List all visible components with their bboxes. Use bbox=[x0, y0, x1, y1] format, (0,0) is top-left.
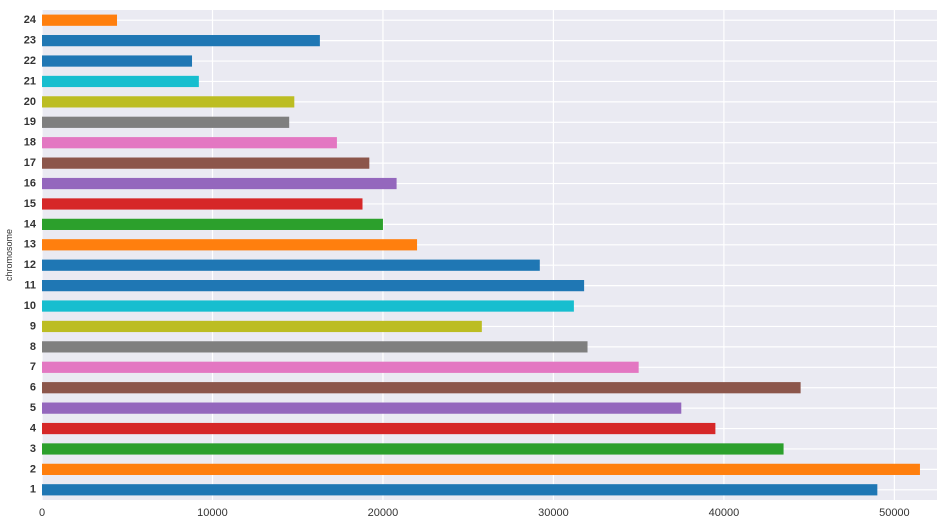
xtick-label: 0 bbox=[39, 507, 45, 519]
bar-chromosome-3 bbox=[42, 443, 784, 454]
ytick-label: 16 bbox=[24, 177, 36, 189]
bar-chromosome-14 bbox=[42, 219, 383, 230]
bar-chromosome-20 bbox=[42, 96, 294, 107]
ytick-label: 13 bbox=[24, 239, 36, 251]
ytick-label: 12 bbox=[24, 259, 36, 271]
bar-chromosome-22 bbox=[42, 55, 192, 66]
ytick-label: 5 bbox=[30, 402, 36, 414]
bar-chromosome-24 bbox=[42, 15, 117, 26]
bar-chromosome-9 bbox=[42, 321, 482, 332]
bar-chromosome-19 bbox=[42, 117, 289, 128]
bar-chromosome-7 bbox=[42, 362, 639, 373]
bar-chromosome-18 bbox=[42, 137, 337, 148]
xtick-label: 40000 bbox=[709, 507, 740, 519]
chromosome-bar-chart: 1234567891011121314151617181920212223240… bbox=[0, 0, 947, 528]
ytick-label: 10 bbox=[24, 300, 36, 312]
bar-chromosome-4 bbox=[42, 423, 715, 434]
ytick-label: 1 bbox=[30, 484, 36, 496]
bar-chromosome-16 bbox=[42, 178, 397, 189]
ytick-label: 22 bbox=[24, 55, 36, 67]
bar-chromosome-17 bbox=[42, 158, 369, 169]
ytick-label: 4 bbox=[30, 422, 37, 434]
ytick-label: 23 bbox=[24, 35, 36, 47]
ytick-label: 15 bbox=[24, 198, 36, 210]
ytick-label: 24 bbox=[24, 14, 37, 26]
bar-chromosome-11 bbox=[42, 280, 584, 291]
ytick-label: 11 bbox=[24, 280, 36, 292]
xtick-label: 10000 bbox=[197, 507, 228, 519]
ytick-label: 14 bbox=[24, 218, 37, 230]
bar-chromosome-8 bbox=[42, 341, 588, 352]
xtick-label: 20000 bbox=[368, 507, 399, 519]
ytick-label: 18 bbox=[24, 137, 36, 149]
bar-chromosome-12 bbox=[42, 260, 540, 271]
xtick-label: 30000 bbox=[538, 507, 569, 519]
bar-chromosome-23 bbox=[42, 35, 320, 46]
ytick-label: 8 bbox=[30, 341, 36, 353]
bar-chromosome-1 bbox=[42, 484, 877, 495]
ytick-label: 6 bbox=[30, 382, 36, 394]
bar-chromosome-10 bbox=[42, 300, 574, 311]
ytick-label: 7 bbox=[30, 361, 36, 373]
xtick-label: 50000 bbox=[879, 507, 910, 519]
bar-chromosome-6 bbox=[42, 382, 801, 393]
bar-chromosome-5 bbox=[42, 403, 681, 414]
ytick-label: 19 bbox=[24, 116, 36, 128]
bar-chromosome-13 bbox=[42, 239, 417, 250]
ytick-label: 17 bbox=[24, 157, 36, 169]
ytick-label: 2 bbox=[30, 463, 36, 475]
ytick-label: 20 bbox=[24, 96, 36, 108]
ytick-label: 21 bbox=[24, 75, 36, 87]
ytick-label: 3 bbox=[30, 443, 36, 455]
bar-chromosome-21 bbox=[42, 76, 199, 87]
ytick-label: 9 bbox=[30, 320, 36, 332]
y-axis-label: chromosome bbox=[4, 229, 14, 281]
bar-chromosome-15 bbox=[42, 198, 362, 209]
bar-chromosome-2 bbox=[42, 464, 920, 475]
